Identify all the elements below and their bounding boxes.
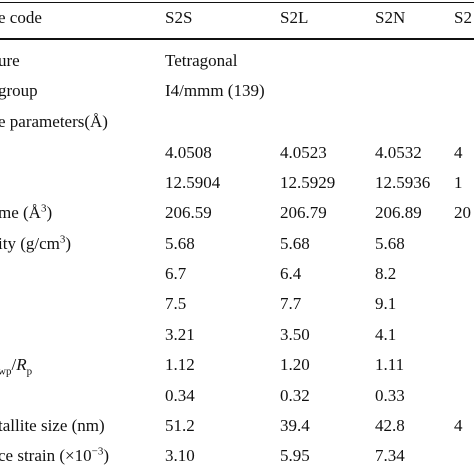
cell-structure: Tetragonal	[165, 51, 238, 70]
cell-volume-s2x: 20	[454, 203, 471, 222]
cell-row11-s2n: 0.33	[375, 386, 405, 405]
cell-crystallite-s2n: 42.8	[375, 416, 405, 435]
cell-row11-s2s: 0.34	[165, 386, 195, 405]
cell-row8-s2s: 7.5	[165, 294, 187, 313]
cell-space-group: I4/mmm (139)	[165, 81, 265, 100]
row-label-space-group: group	[0, 81, 38, 100]
header-sample-code: e code	[0, 8, 42, 27]
cell-row11-s2l: 0.32	[280, 386, 310, 405]
header-col-s2l: S2L	[280, 8, 309, 27]
row-label-structure: ure	[0, 51, 20, 70]
cell-strain-s2l: 5.95	[280, 446, 310, 465]
cell-volume-s2l: 206.79	[280, 203, 327, 222]
cell-c-s2x: 1	[454, 173, 463, 192]
cell-a-s2n: 4.0532	[375, 143, 422, 162]
cell-row8-s2l: 7.7	[280, 294, 302, 313]
cell-row7-s2l: 6.4	[280, 264, 302, 283]
cell-density-s2l: 5.68	[280, 234, 310, 253]
cell-crystallite-s2s: 51.2	[165, 416, 195, 435]
cell-rwp-rp-s2s: 1.12	[165, 355, 195, 374]
cell-density-s2s: 5.68	[165, 234, 195, 253]
table-top-rule	[0, 2, 474, 3]
header-col-s2s: S2S	[165, 8, 193, 27]
cell-crystallite-s2x: 4	[454, 416, 463, 435]
cell-density-s2n: 5.68	[375, 234, 405, 253]
cell-row9-s2l: 3.50	[280, 325, 310, 344]
cell-rwp-rp-s2n: 1.11	[375, 355, 405, 374]
cell-c-s2l: 12.5929	[280, 173, 336, 192]
cell-crystallite-s2l: 39.4	[280, 416, 310, 435]
cell-row7-s2n: 8.2	[375, 264, 397, 283]
cell-rwp-rp-s2l: 1.20	[280, 355, 310, 374]
cell-a-s2s: 4.0508	[165, 143, 212, 162]
cell-row7-s2s: 6.7	[165, 264, 187, 283]
cell-c-s2n: 12.5936	[375, 173, 431, 192]
cell-row9-s2n: 4.1	[375, 325, 397, 344]
row-label-rwp-rp: wp/Rp	[0, 355, 33, 378]
row-label-volume: me (Å3)	[0, 202, 53, 222]
table-header-rule	[0, 38, 474, 40]
cell-a-s2l: 4.0523	[280, 143, 327, 162]
row-label-crystallite-size: tallite size (nm)	[0, 416, 105, 435]
cell-row9-s2s: 3.21	[165, 325, 195, 344]
header-col-s2x: S2	[454, 8, 472, 27]
row-label-lattice-parameters: e parameters(Å)	[0, 112, 108, 131]
cell-row8-s2n: 9.1	[375, 294, 397, 313]
cell-volume-s2n: 206.89	[375, 203, 422, 222]
row-label-lattice-strain: ce strain (×10−3)	[0, 445, 109, 465]
cell-c-s2s: 12.5904	[165, 173, 221, 192]
cell-strain-s2n: 7.34	[375, 446, 405, 465]
cell-a-s2x: 4	[454, 143, 463, 162]
row-label-density: ity (g/cm3)	[0, 233, 72, 253]
cell-strain-s2s: 3.10	[165, 446, 195, 465]
header-col-s2n: S2N	[375, 8, 406, 27]
cell-volume-s2s: 206.59	[165, 203, 212, 222]
